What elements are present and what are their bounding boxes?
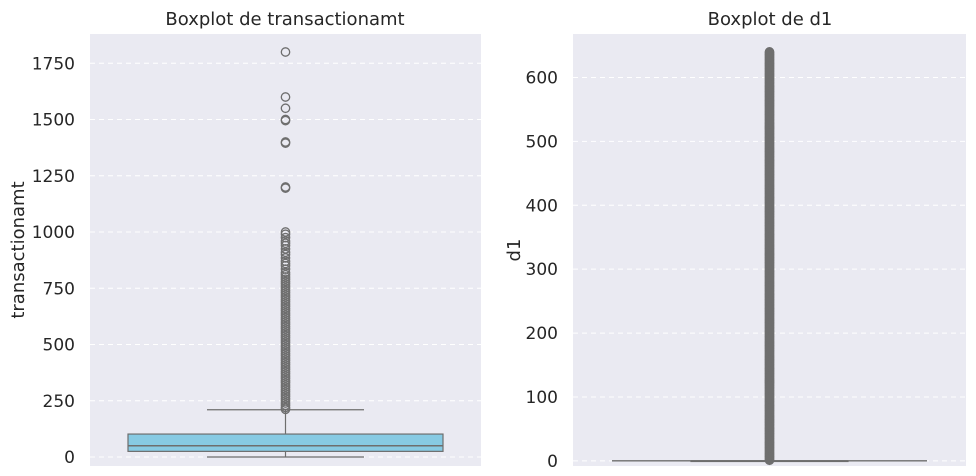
marks-right <box>612 47 927 466</box>
title-right: Boxplot de d1 <box>708 9 833 30</box>
outlier-point <box>280 115 291 126</box>
y-ticks-left: 0 250 500 750 1000 1250 1500 1750 <box>32 54 75 468</box>
outlier-point <box>280 92 291 102</box>
outlier-point <box>764 47 775 57</box>
outlier-point <box>280 103 291 114</box>
outlier-point <box>280 404 291 415</box>
y-tick-label: 300 <box>526 260 558 280</box>
marks-left <box>127 47 444 458</box>
y-tick-label: 0 <box>547 452 558 472</box>
y-ticks-right: 0 100 200 300 400 500 600 <box>526 68 558 471</box>
y-tick-label: 400 <box>526 196 558 216</box>
chart-left: 0 250 500 750 1000 1250 1500 1750 Boxplot de tr… <box>8 9 481 468</box>
outlier-point <box>280 138 291 148</box>
y-tick-label: 1250 <box>32 167 75 187</box>
y-axis-label-left: transactionamt <box>8 181 29 318</box>
iqr-box <box>127 433 444 452</box>
y-tick-label: 500 <box>526 132 558 152</box>
title-left: Boxplot de transactionamt <box>165 9 404 30</box>
y-tick-label: 1500 <box>32 111 75 131</box>
y-tick-label: 100 <box>526 388 558 408</box>
y-tick-label: 600 <box>526 68 558 88</box>
y-tick-label: 1000 <box>32 223 75 243</box>
chart-right: 0 100 200 300 400 500 600 Boxplot de d1 d1 <box>504 9 966 472</box>
outlier-point <box>280 47 291 57</box>
y-tick-label: 200 <box>526 324 558 344</box>
y-axis-label-right: d1 <box>504 239 525 262</box>
y-tick-label: 0 <box>64 448 75 468</box>
outlier-point <box>280 183 291 193</box>
y-tick-label: 500 <box>43 336 75 356</box>
y-tick-label: 750 <box>43 279 75 299</box>
grid-left <box>90 62 481 458</box>
y-tick-label: 250 <box>43 392 75 412</box>
y-tick-label: 1750 <box>32 54 75 74</box>
